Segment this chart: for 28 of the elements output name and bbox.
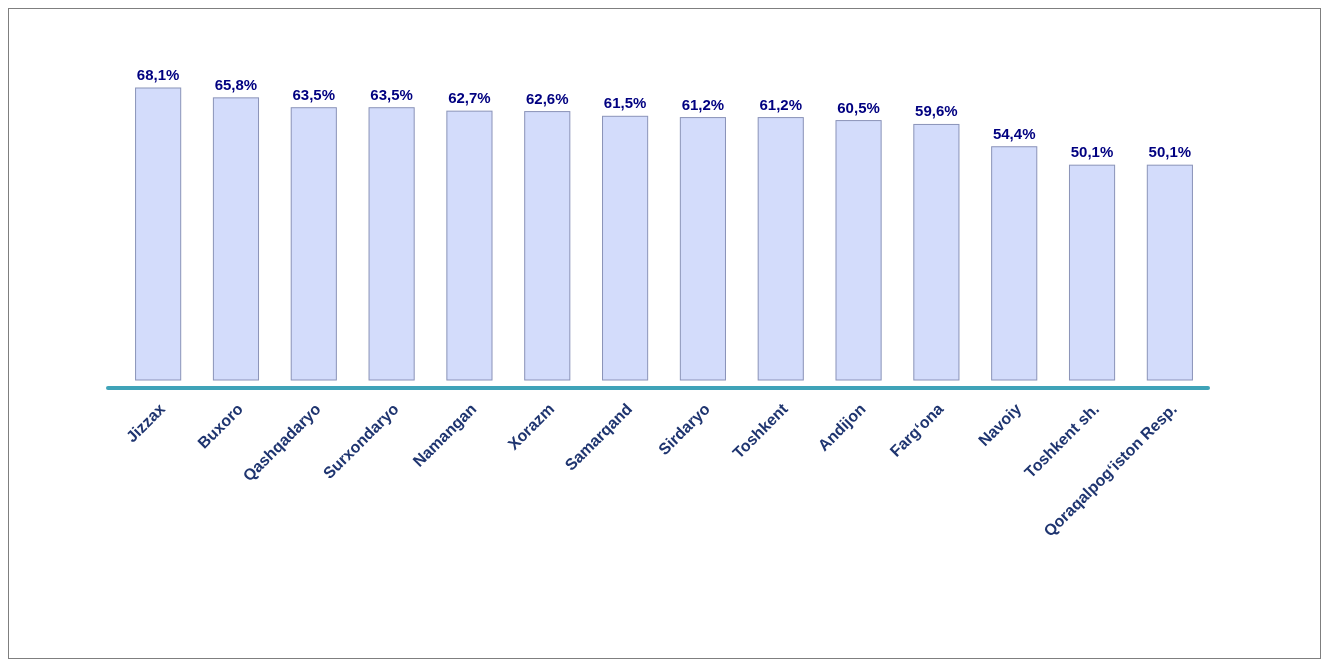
data-label: 65,8% <box>214 75 258 93</box>
bar <box>212 97 260 381</box>
data-label: 63,5% <box>292 85 336 103</box>
data-label: 63,5% <box>370 85 413 103</box>
data-label: 62,6% <box>525 89 569 107</box>
bar <box>524 111 571 381</box>
bar <box>135 87 182 381</box>
bar <box>835 120 882 381</box>
bar <box>913 123 960 381</box>
bar <box>368 107 415 381</box>
bar <box>602 115 649 381</box>
data-label: 54,4% <box>992 124 1036 142</box>
data-label: 61,2% <box>681 95 725 113</box>
data-label: 61,5% <box>603 94 647 112</box>
bar <box>757 117 804 381</box>
bar <box>290 107 337 381</box>
data-label: 61,2% <box>759 95 803 113</box>
bar <box>446 110 493 381</box>
bar <box>1146 164 1193 381</box>
data-label: 62,7% <box>448 89 491 107</box>
data-label: 60,5% <box>837 98 880 116</box>
data-label: 59,6% <box>915 102 958 120</box>
bar <box>679 117 726 381</box>
bar <box>1068 164 1116 381</box>
data-label: 50,1% <box>1148 143 1192 161</box>
data-label: 68,1% <box>136 66 180 83</box>
data-label: 50,1% <box>1070 143 1114 161</box>
bar <box>991 146 1038 381</box>
